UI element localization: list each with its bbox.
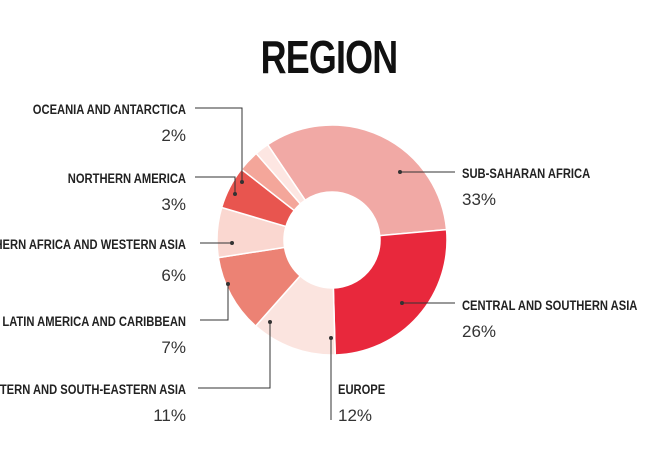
slice-label-sub-saharan-africa: SUB-SAHARAN AFRICA [462,166,590,181]
leader-dot-oceania-and-antarctica [240,180,244,184]
leader-dot-northern-america [233,192,237,196]
slice-label-eastern-and-south-eastern-asia: EASTERN AND SOUTH-EASTERN ASIA [0,382,186,397]
slice-central-and-southern-asia [332,228,448,356]
slice-value-latin-america-and-caribbean: 7% [161,338,186,357]
leader-line-oceania-and-antarctica [195,107,243,182]
slice-value-sub-saharan-africa: 33% [462,190,496,209]
leader-dot-europe [329,336,333,340]
donut-labels: SUB-SAHARAN AFRICA 33% CENTRAL AND SOUTHER… [0,102,637,425]
leader-dot-latin-america-and-caribbean [226,282,230,286]
leader-dot-northern-africa-and-western-asia [230,241,234,245]
slice-oceania-and-antarctica [255,143,307,205]
slice-value-oceania-and-antarctica: 2% [161,126,186,145]
leader-dot-eastern-and-south-eastern-asia [268,320,272,324]
leader-dot-sub-saharan-africa [398,170,402,174]
chart-title: REGION [260,31,399,83]
leader-dot-central-and-southern-asia [400,301,404,305]
slice-label-central-and-southern-asia: CENTRAL AND SOUTHERN ASIA [462,298,637,313]
slice-label-europe: EUROPE [338,382,385,397]
donut-slices [216,124,448,356]
slice-value-central-and-southern-asia: 26% [462,322,496,341]
slice-label-northern-africa-and-western-asia: NORTHERN AFRICA AND WESTERN ASIA [0,237,186,252]
slice-label-oceania-and-antarctica: OCEANIA AND ANTARCTICA [33,102,186,117]
leader-line-northern-america [195,176,236,194]
slice-value-eastern-and-south-eastern-asia: 11% [153,406,186,425]
slice-label-latin-america-and-caribbean: LATIN AMERICA AND CARIBBEAN [2,314,186,329]
slice-label-northern-america: NORTHERN AMERICA [68,171,186,186]
slice-value-europe: 12% [338,406,372,425]
slice-value-northern-america: 3% [161,195,186,214]
slice-sub-saharan-africa [266,124,448,237]
slice-value-northern-africa-and-western-asia: 6% [161,266,186,285]
leader-line-latin-america-and-caribbean [200,284,229,321]
leader-line-eastern-and-south-eastern-asia [198,322,271,389]
